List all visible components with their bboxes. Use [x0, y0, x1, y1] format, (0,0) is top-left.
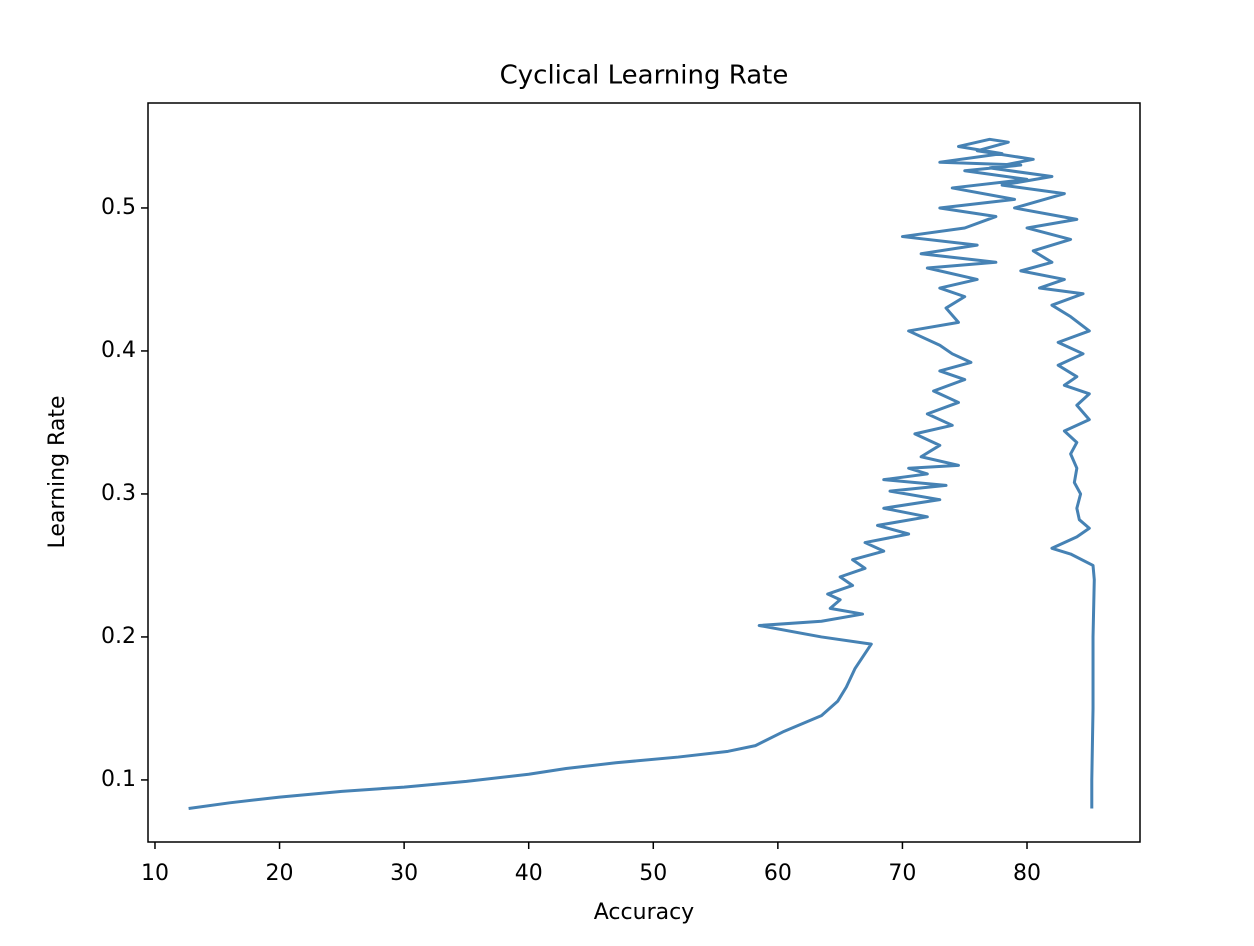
x-tick-label: 50 — [639, 861, 667, 886]
data-line — [188, 137, 1096, 811]
x-tick-label: 60 — [764, 861, 792, 886]
x-tick-label: 30 — [390, 861, 418, 886]
y-tick-label: 0.4 — [101, 338, 136, 363]
y-tick-label: 0.1 — [101, 767, 136, 792]
x-tick-label: 20 — [266, 861, 294, 886]
x-tick-label: 40 — [515, 861, 543, 886]
x-axis-label: Accuracy — [594, 900, 694, 925]
y-tick-label: 0.5 — [101, 195, 136, 220]
x-tick-label: 80 — [1013, 861, 1041, 886]
chart-title: Cyclical Learning Rate — [500, 61, 789, 91]
y-tick-label: 0.3 — [101, 481, 136, 506]
y-tick-label: 0.2 — [101, 624, 136, 649]
x-tick-label: 10 — [141, 861, 169, 886]
x-tick-label: 70 — [888, 861, 916, 886]
y-axis-label: Learning Rate — [45, 396, 70, 549]
plot-frame — [147, 102, 1141, 843]
